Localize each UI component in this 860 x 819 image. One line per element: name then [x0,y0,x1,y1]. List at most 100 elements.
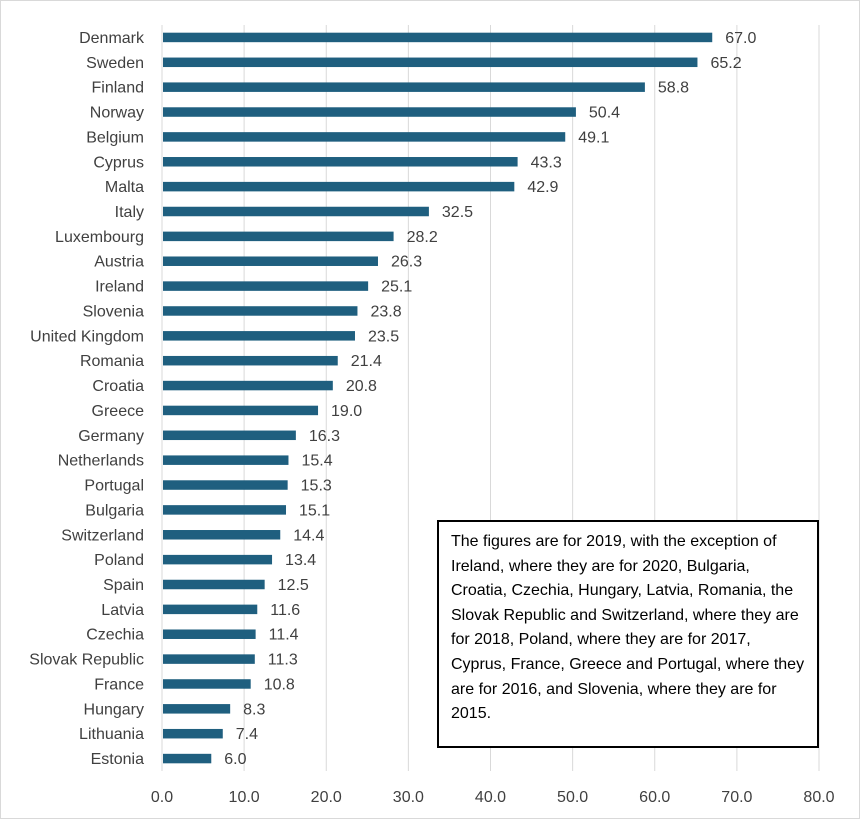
bar [163,157,518,167]
category-label: Bulgaria [85,502,144,519]
x-tick-label: 10.0 [229,789,260,806]
category-label: Lithuania [79,726,144,743]
bar [163,181,515,192]
x-tick-label: 0.0 [151,789,173,806]
category-label: Ireland [95,279,144,296]
data-label: 15.4 [301,453,332,470]
data-label: 11.6 [270,602,300,619]
data-label: 6.0 [224,751,246,768]
category-label: Czechia [86,627,144,644]
data-label: 15.3 [301,478,332,495]
category-label: Belgium [86,129,144,146]
category-label: Finland [92,80,144,97]
bar [163,57,698,68]
x-tick-label: 50.0 [557,789,588,806]
bar [163,455,289,465]
data-label: 67.0 [725,30,756,47]
category-label: Romania [80,353,144,370]
x-tick-label: 30.0 [393,789,424,806]
data-label: 28.2 [407,229,438,246]
category-label: France [94,676,144,693]
data-label: 14.4 [293,527,324,544]
data-label: 12.5 [278,577,309,594]
data-label: 19.0 [331,403,362,420]
bar [163,505,287,515]
bar [163,331,355,341]
data-label: 43.3 [531,154,562,171]
bar [163,654,255,664]
bar [163,530,281,540]
data-label: 58.8 [658,80,689,97]
bar [163,231,394,242]
category-label: Norway [90,105,144,122]
data-label: 15.1 [299,502,330,519]
data-label: 11.4 [269,627,299,644]
bar [163,32,713,43]
data-label: 11.3 [268,652,298,669]
category-label: Netherlands [58,453,144,470]
bar [163,704,231,714]
bar [163,206,429,217]
data-label: 16.3 [309,428,340,445]
data-label: 50.4 [589,105,620,122]
x-tick-label: 60.0 [639,789,670,806]
bar [163,281,369,291]
category-label: Portugal [84,478,144,495]
data-label: 20.8 [346,378,377,395]
category-label: Denmark [79,30,145,47]
x-tick-label: 20.0 [311,789,342,806]
category-label: Switzerland [61,527,144,544]
data-label: 8.3 [243,701,265,718]
bar [163,405,319,416]
bar [163,256,378,266]
bar [163,355,338,366]
bar [163,430,296,441]
bar [163,107,576,117]
data-label: 21.4 [351,353,382,370]
category-label: Spain [103,577,144,594]
bar [163,629,256,639]
bar [163,306,358,316]
x-tick-label: 40.0 [475,789,506,806]
category-label: Poland [94,552,144,569]
category-label: Latvia [101,602,144,619]
category-label: Germany [78,428,144,445]
bar [163,380,333,391]
data-label: 7.4 [236,726,258,743]
category-label: Luxembourg [55,229,144,246]
category-label: Croatia [92,378,144,395]
bar [163,480,288,490]
data-label: 42.9 [527,179,558,196]
category-label: Austria [94,254,144,271]
bar [163,604,258,615]
category-label: Slovak Republic [29,652,144,669]
data-label: 49.1 [578,129,609,146]
data-label: 23.8 [370,303,401,320]
bar [163,679,251,689]
bar [163,579,265,590]
category-label: Greece [92,403,145,420]
category-label: Italy [115,204,144,221]
bar [163,554,273,565]
data-label: 26.3 [391,254,422,271]
category-label: Malta [105,179,144,196]
category-label: Hungary [84,701,144,718]
bar [163,728,223,739]
bar [163,132,566,142]
category-label: Estonia [91,751,144,768]
bar [163,82,645,92]
x-tick-label: 80.0 [803,789,834,806]
data-label: 23.5 [368,328,399,345]
category-label: United Kingdom [30,328,144,345]
bar [163,753,212,764]
data-label: 65.2 [710,55,741,72]
data-label: 32.5 [442,204,473,221]
category-label: Sweden [86,55,144,72]
x-tick-label: 70.0 [721,789,752,806]
category-label: Slovenia [83,303,144,320]
data-label: 25.1 [381,279,412,296]
data-label: 10.8 [264,676,295,693]
data-label: 13.4 [285,552,316,569]
